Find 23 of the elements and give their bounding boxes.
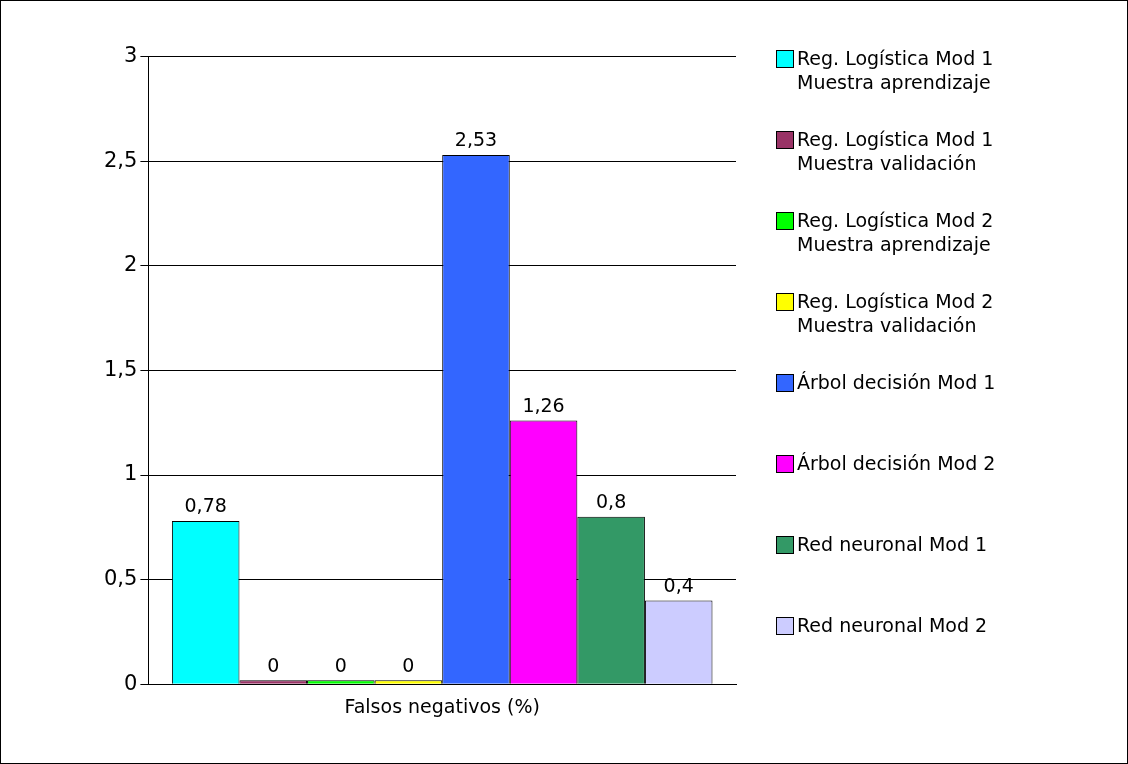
- y-tick-label: 3: [124, 43, 138, 68]
- data-label: 0: [334, 653, 347, 676]
- x-tick-label: Falsos negativos (%): [344, 694, 540, 717]
- y-tick-label: 2,5: [103, 147, 138, 172]
- legend-label: Árbol decisión Mod 1: [797, 370, 997, 394]
- legend-label: Reg. Logística Mod 1 Muestra aprendizaje: [797, 46, 995, 94]
- data-label: 1,26: [522, 394, 565, 417]
- data-label: 0,8: [596, 490, 627, 513]
- data-label: 0: [402, 653, 415, 676]
- legend-label: Reg. Logística Mod 2 Muestra validación: [797, 289, 995, 337]
- y-tick-label: 2: [124, 252, 138, 277]
- data-label: 2,53: [454, 128, 498, 151]
- legend-label: Árbol decisión Mod 2: [797, 451, 997, 475]
- legend-label: Reg. Logística Mod 1 Muestra validación: [797, 127, 995, 175]
- legend-label: Reg. Logística Mod 2 Muestra aprendizaje: [797, 208, 995, 256]
- y-tick-label: 0: [124, 670, 138, 695]
- data-label: 0: [267, 653, 280, 676]
- y-tick-label: 1,5: [103, 356, 138, 381]
- data-label: 0,78: [184, 494, 227, 517]
- legend-label: Red neuronal Mod 1: [797, 532, 989, 556]
- y-tick-label: 0,5: [103, 566, 138, 591]
- legend-label: Red neuronal Mod 2: [797, 613, 989, 637]
- y-tick-label: 1: [124, 461, 138, 486]
